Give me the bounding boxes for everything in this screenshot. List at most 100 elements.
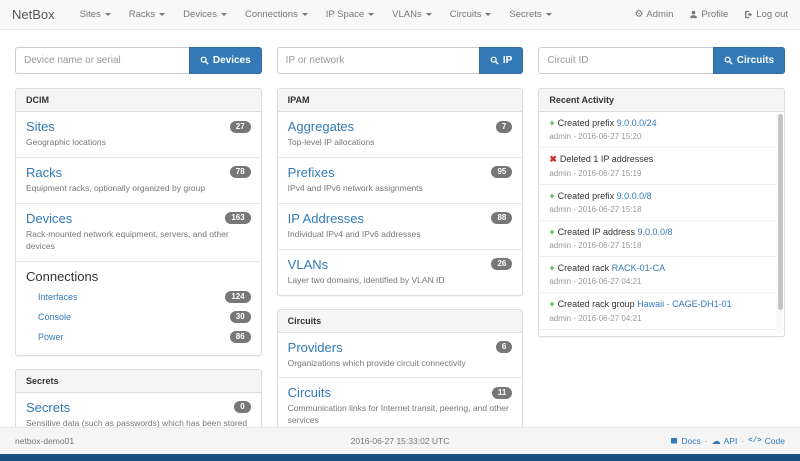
ip-search-button-label: IP [502, 55, 513, 66]
nav-item-label: Connections [244, 9, 298, 20]
ip-addresses-link[interactable]: IP Addresses [287, 210, 365, 226]
nav-item-label: Devices [183, 9, 217, 20]
ip-search-button[interactable]: IP [478, 47, 524, 74]
nav-item-devices[interactable]: Devices [183, 9, 227, 20]
providers-link[interactable]: Providers [287, 339, 343, 355]
column-right: Recent Activity + Created prefix 9.0.0.0/… [538, 88, 786, 337]
admin-label: Admin [646, 9, 674, 20]
list-item-devices: Devices 163 Rack-mounted network equipme… [16, 204, 261, 262]
power-link[interactable]: Power [38, 331, 64, 342]
circuits-panel: Circuits Providers 6 Organizations which… [276, 308, 524, 437]
interfaces-link[interactable]: Interfaces [38, 291, 78, 302]
connections-power-row: Power 86 [26, 327, 251, 347]
activity-object-link[interactable]: 9.0.0.0/8 [616, 190, 652, 201]
power-count-badge: 86 [229, 330, 251, 343]
column-left: DCIM Sites 27 Geographic locations Racks… [15, 88, 262, 451]
nav-item-label: VLANs [392, 9, 422, 20]
dcim-panel: DCIM Sites 27 Geographic locations Racks… [15, 88, 262, 356]
sites-link[interactable]: Sites [26, 119, 55, 134]
sites-description: Geographic locations [26, 137, 106, 147]
gear-icon: ⚙ [634, 8, 644, 20]
racks-count-badge: 78 [229, 166, 251, 179]
dashboard: DCIM Sites 27 Geographic locations Racks… [0, 88, 800, 451]
nav-item-circuits[interactable]: Circuits [450, 9, 492, 20]
circuit-search-button[interactable]: Circuits [712, 47, 786, 74]
sites-count-badge: 27 [229, 120, 251, 133]
activity-action: Modified device type [560, 336, 645, 337]
top-navbar: NetBox Sites Racks Devices Connections I… [0, 0, 800, 30]
circuit-search-input[interactable] [538, 47, 713, 74]
scrollbar-thumb[interactable] [778, 114, 784, 310]
activity-meta: admin - 2016-06-27 15:18 [549, 204, 642, 214]
list-item-sites: Sites 27 Geographic locations [16, 112, 261, 158]
chevron-down-icon [220, 13, 227, 16]
list-item-circuits: Circuits 11 Communication links for Inte… [278, 378, 523, 435]
main-menu: Sites Racks Devices Connections IP Space… [71, 9, 561, 20]
nav-item-sites[interactable]: Sites [80, 9, 111, 20]
activity-object-link[interactable]: RACK-01-CA [611, 263, 666, 273]
circuits-count-badge: 11 [491, 386, 513, 399]
console-link[interactable]: Console [38, 311, 72, 322]
racks-link[interactable]: Racks [26, 164, 63, 180]
api-link[interactable]: ☁ API [712, 436, 738, 446]
activity-object-link[interactable]: Hawaii - CAGE-DH1-01 [637, 299, 732, 310]
secrets-link[interactable]: Secrets [26, 399, 71, 415]
list-item-providers: Providers 6 Organizations which provide … [277, 333, 523, 379]
activity-meta: admin - 2016-06-27 15:19 [549, 168, 642, 178]
nav-item-vlans[interactable]: VLANs [392, 9, 432, 20]
profile-link[interactable]: Profile [689, 9, 728, 20]
cross-icon: ✖ [549, 154, 557, 165]
activity-row: ✖ Deleted 1 IP addresses admin - 2016-06-… [539, 148, 785, 185]
activity-object-link[interactable]: Dell PowerEdge R630 [644, 336, 733, 337]
activity-object-link[interactable]: 9.0.0.0/24 [616, 118, 657, 128]
activity-action: Created prefix [557, 190, 617, 201]
ip-addresses-description: Individual IPv4 and IPv6 addresses [287, 228, 421, 239]
nav-item-label: Secrets [509, 9, 542, 20]
code-label: Code [764, 436, 785, 446]
nav-item-secrets[interactable]: Secrets [509, 9, 552, 20]
nav-item-connections[interactable]: Connections [245, 9, 308, 20]
list-item-aggregates: Aggregates 7 Top-level IP allocations [277, 112, 523, 158]
device-search-input[interactable] [15, 47, 189, 74]
logout-link[interactable]: Log out [744, 9, 788, 20]
column-middle: IPAM Aggregates 7 Top-level IP allocatio… [276, 88, 524, 437]
activity-action: Created rack [557, 263, 612, 273]
activity-meta: admin - 2016-06-27 04:21 [549, 313, 642, 323]
circuits-link[interactable]: Circuits [287, 385, 332, 401]
circuit-search-button-label: Circuits [736, 55, 775, 66]
device-search-button[interactable]: Devices [188, 47, 262, 74]
search-icon [200, 56, 209, 65]
chevron-down-icon [368, 13, 375, 16]
providers-count-badge: 6 [495, 341, 513, 354]
nav-item-ip-space[interactable]: IP Space [326, 9, 375, 20]
list-item-racks: Racks 78 Equipment racks, optionally org… [16, 158, 261, 204]
vlans-link[interactable]: VLANs [287, 256, 329, 272]
netbox-logo[interactable]: NetBox [12, 7, 55, 22]
chevron-down-icon [301, 13, 308, 16]
code-link[interactable]: </> Code [748, 436, 785, 446]
chevron-down-icon [104, 13, 111, 16]
activity-object-link[interactable]: 9.0.0.0/8 [637, 226, 673, 237]
recent-activity-panel: Recent Activity + Created prefix 9.0.0.0/… [538, 88, 786, 337]
aggregates-link[interactable]: Aggregates [287, 119, 355, 134]
docs-link[interactable]: Docs [670, 436, 701, 446]
console-count-badge: 30 [229, 310, 251, 323]
nav-item-racks[interactable]: Racks [129, 9, 166, 20]
recent-activity-title: Recent Activity [539, 89, 785, 112]
devices-description: Rack-mounted network equipment, servers,… [26, 228, 229, 251]
connections-console-row: Console 30 [26, 307, 251, 327]
devices-count-badge: 163 [225, 212, 251, 225]
ipam-panel: IPAM Aggregates 7 Top-level IP allocatio… [276, 88, 524, 296]
separator: · [741, 436, 745, 446]
recent-activity-list[interactable]: + Created prefix 9.0.0.0/24 admin - 2016-… [539, 112, 785, 337]
prefixes-link[interactable]: Prefixes [287, 164, 335, 180]
devices-link[interactable]: Devices [26, 210, 73, 226]
separator: · [704, 436, 708, 446]
book-icon [671, 438, 678, 444]
dcim-panel-title: DCIM [16, 89, 261, 112]
ip-search-input[interactable] [276, 47, 479, 74]
secrets-count-badge: 0 [234, 401, 251, 414]
activity-meta: admin - 2016-06-27 15:18 [549, 241, 642, 250]
code-icon: </> [748, 437, 762, 445]
admin-link[interactable]: ⚙ Admin [634, 9, 673, 20]
